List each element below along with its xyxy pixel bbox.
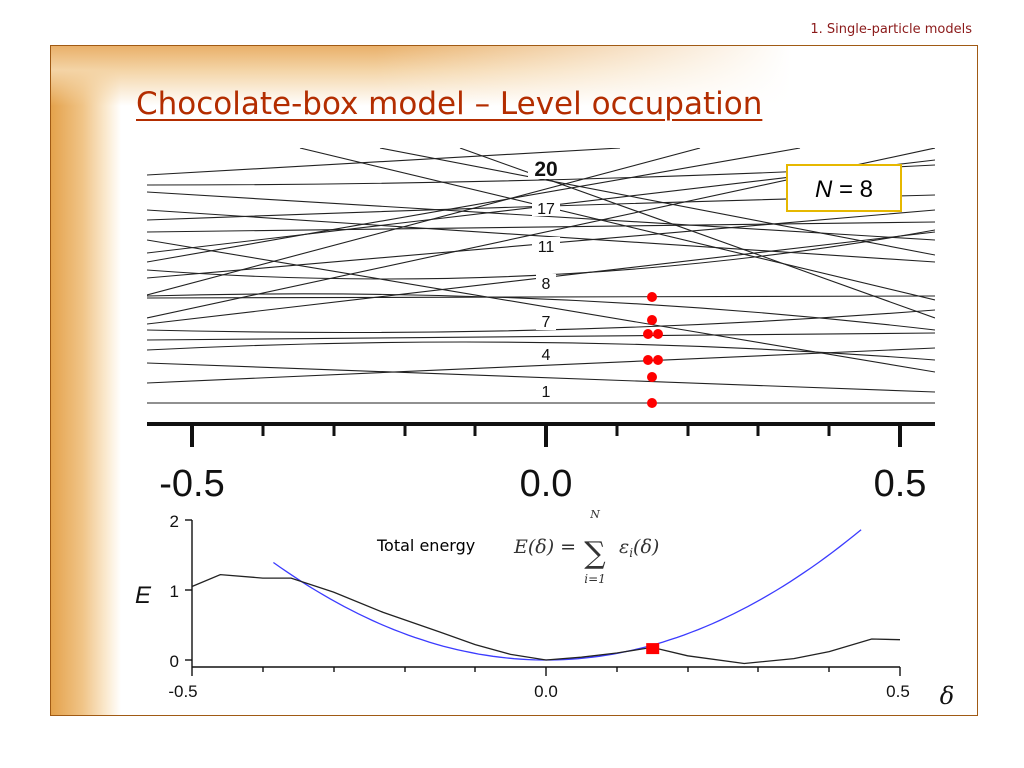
level-line <box>147 221 935 233</box>
level-line <box>147 148 701 296</box>
bottom-tick-labels: 2 1 0 -0.5 0.0 0.5 <box>168 512 909 701</box>
x-axis-label: δ <box>940 682 954 710</box>
occupation-dot <box>647 372 657 382</box>
formula-sub: i <box>629 546 633 560</box>
formula-sum-top: N <box>589 508 600 521</box>
y-axis-label: E <box>135 582 152 609</box>
parabola-curve <box>273 529 862 661</box>
x-tick-0: 0.0 <box>534 682 558 701</box>
formula-lhs: E(δ) = <box>513 536 576 558</box>
formula-term: ε <box>619 536 629 558</box>
energy-formula: E(δ) = N ∑ i=1 εi(δ) <box>513 508 659 586</box>
svg-text:εi(δ): εi(δ) <box>619 536 659 560</box>
occupation-dot <box>653 329 663 339</box>
occupation-dot <box>653 355 663 365</box>
level-line <box>147 332 935 341</box>
n-symbol: N <box>815 176 833 203</box>
level-line <box>147 148 621 176</box>
energy-marker <box>646 643 660 655</box>
level-label-1: 1 <box>542 384 551 401</box>
y-tick-1: 1 <box>170 582 179 601</box>
level-label-4: 4 <box>542 347 551 364</box>
formula-sigma: ∑ <box>584 536 606 571</box>
level-line <box>147 239 935 373</box>
occupation-dot <box>643 329 653 339</box>
top-tick-05: 0.5 <box>874 463 927 505</box>
top-tick-neg05: -0.5 <box>159 463 224 505</box>
formula-sum-bottom: i=1 <box>584 572 606 586</box>
level-line <box>299 148 935 301</box>
level-label-20: 20 <box>534 158 557 181</box>
occupation-dot <box>647 292 657 302</box>
level-line <box>147 295 935 299</box>
level-line <box>379 148 935 256</box>
level-line <box>147 148 801 263</box>
top-x-axis <box>147 422 935 447</box>
y-tick-0: 0 <box>170 652 179 671</box>
top-x-tick-labels: -0.5 0.0 0.5 <box>159 463 926 505</box>
total-energy-curve <box>191 573 901 665</box>
occupation-dot <box>647 315 657 325</box>
level-line <box>147 209 935 263</box>
level-line <box>147 362 935 393</box>
n-value: = 8 <box>832 176 873 203</box>
top-tick-0: 0.0 <box>520 463 573 505</box>
formula-arg: (δ) <box>633 536 659 558</box>
x-tick-neg05: -0.5 <box>168 682 197 701</box>
slide-title: Chocolate-box model – Level occupation <box>136 86 763 122</box>
level-label-11: 11 <box>538 239 555 256</box>
bottom-axes <box>185 519 901 676</box>
y-tick-2: 2 <box>170 512 179 531</box>
svg-text:N = 8: N = 8 <box>815 176 873 203</box>
decorative-band-left <box>51 46 121 715</box>
level-label-8: 8 <box>542 276 551 293</box>
x-tick-05: 0.5 <box>886 682 910 701</box>
occupation-dot <box>643 355 653 365</box>
level-label-7: 7 <box>542 314 551 331</box>
level-labels: 20 17 11 8 7 4 1 <box>528 157 564 401</box>
total-energy-label: Total energy <box>376 536 475 555</box>
occupation-markers <box>643 292 663 408</box>
level-line <box>147 347 935 384</box>
section-label: 1. Single-particle models <box>810 22 972 37</box>
n-particles-box: N = 8 <box>786 164 902 212</box>
occupation-dot <box>647 398 657 408</box>
level-label-17: 17 <box>537 201 555 218</box>
level-line <box>147 341 935 361</box>
